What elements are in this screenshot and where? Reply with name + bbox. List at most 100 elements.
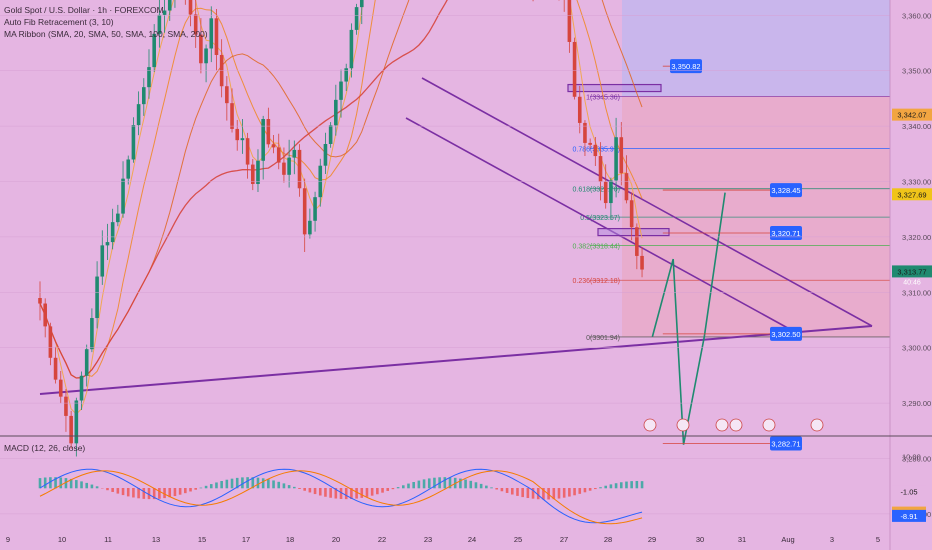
candle-body: [640, 255, 644, 270]
fib-indicator-label[interactable]: Auto Fib Retracement (3, 10): [4, 17, 114, 27]
macd-histogram-bar: [132, 488, 135, 498]
macd-histogram-bar: [267, 479, 270, 489]
macd-histogram-bar: [184, 488, 187, 494]
candle-body: [287, 157, 291, 175]
candle-body: [193, 14, 198, 35]
macd-histogram-bar: [230, 478, 234, 489]
y-tick-label: 3,280.00: [902, 455, 931, 464]
symbol-title[interactable]: Gold Spot / U.S. Dollar · 1h · FOREXCOM: [4, 5, 164, 15]
macd-histogram-bar: [391, 488, 395, 490]
macd-histogram-bar: [173, 488, 177, 497]
target-label-bg: [770, 326, 802, 341]
macd-badge: [892, 509, 926, 522]
macd-histogram-bar: [417, 480, 421, 489]
macd-histogram-bar: [111, 488, 114, 492]
candle-body: [225, 86, 229, 104]
macd-histogram-bar: [614, 483, 618, 489]
price-badge: [892, 188, 932, 201]
macd-histogram-bar: [54, 477, 57, 489]
macd-histogram-bar: [261, 478, 265, 489]
macd-histogram-bar: [298, 488, 301, 489]
target-label: 3,282.71: [771, 439, 800, 448]
price-badge-label: 3,313.77: [897, 267, 926, 276]
candle-body: [110, 222, 115, 243]
x-tick-label: 13: [152, 535, 160, 544]
macd-histogram-bar: [75, 480, 78, 489]
candle-body: [84, 349, 89, 376]
macd-histogram-bar: [339, 488, 343, 499]
event-icon: [676, 418, 690, 432]
x-tick-label: 9: [6, 535, 10, 544]
candle-body: [131, 125, 136, 160]
macd-histogram-bar: [355, 488, 358, 499]
candle-body: [214, 18, 219, 55]
ma-ribbon-label[interactable]: MA Ribbon (SMA, 20, SMA, 50, SMA, 100, S…: [4, 29, 208, 39]
macd-histogram-bar: [49, 477, 52, 489]
macd-histogram-bar: [220, 480, 223, 489]
macd-histogram-bar: [225, 479, 229, 489]
macd-histogram-bar: [625, 481, 628, 489]
candle-body: [126, 159, 131, 179]
candle-body: [598, 156, 603, 182]
target-label: 3,328.45: [771, 186, 800, 195]
candle-body: [100, 245, 105, 277]
candle-body: [593, 144, 598, 157]
macd-histogram-bar: [630, 481, 633, 489]
fib-zone-blue: [622, 0, 890, 97]
macd-histogram-bar: [490, 487, 493, 489]
candle-body: [240, 138, 245, 141]
macd-histogram-bar: [189, 488, 192, 492]
macd-histogram-bar: [459, 478, 462, 489]
macd-histogram-bar: [303, 488, 306, 491]
macd-histogram-bar: [594, 488, 597, 490]
macd-histogram-bar: [282, 483, 286, 489]
macd-legend[interactable]: MACD (12, 26, close): [4, 443, 86, 453]
candle-body: [152, 33, 156, 68]
candle-body: [266, 119, 271, 145]
macd-tick-label: 10.00: [902, 453, 921, 462]
candle-body: [588, 142, 592, 145]
candle-body: [567, 0, 572, 42]
macd-histogram-bar: [604, 485, 608, 489]
candle-body: [344, 68, 349, 82]
event-icon: [715, 418, 729, 432]
x-tick-label: 30: [696, 535, 704, 544]
macd-histogram-bar: [407, 483, 410, 489]
candle-body: [334, 99, 338, 126]
x-tick-label: 22: [378, 535, 386, 544]
x-tick-label: 24: [468, 535, 476, 544]
macd-histogram-bar: [469, 480, 473, 489]
candle-body: [328, 125, 333, 144]
support-trendline: [39, 325, 873, 395]
y-tick-label: 3,300.00: [902, 344, 931, 353]
macd-histogram-bar: [246, 477, 249, 489]
projection-path: [651, 192, 726, 445]
macd-badge-label: -1.05: [900, 487, 917, 496]
macd-histogram-bar: [256, 477, 260, 489]
macd-histogram-bar: [562, 488, 566, 498]
resistance-box-lower: [597, 227, 670, 237]
macd-histogram-bar: [116, 488, 120, 494]
macd-histogram-bar: [178, 488, 182, 495]
macd-histogram-bar: [422, 479, 426, 489]
x-tick-label: 29: [648, 535, 656, 544]
macd-histogram-bar: [505, 488, 509, 493]
candle-body: [209, 18, 214, 49]
macd-line: [39, 468, 643, 524]
x-tick-label: 5: [876, 535, 880, 544]
candle-body: [105, 242, 110, 246]
candle-body: [235, 128, 240, 141]
fib-level-label: 0.5(3323.57): [580, 215, 620, 222]
candle-body: [147, 67, 151, 88]
fib-level-label: 0.382(3318.44): [573, 244, 620, 251]
x-tick-label: 11: [104, 535, 112, 544]
candle-body: [90, 318, 94, 350]
macd-histogram-bar: [204, 485, 208, 489]
fib-zone-lower: [622, 96, 890, 338]
macd-histogram-bar: [640, 481, 644, 489]
macd-histogram-bar: [552, 488, 556, 500]
fib-level-label: 1(3345.36): [586, 94, 620, 101]
candle-body: [95, 276, 99, 319]
macd-badge-label: -8.91: [900, 512, 917, 521]
